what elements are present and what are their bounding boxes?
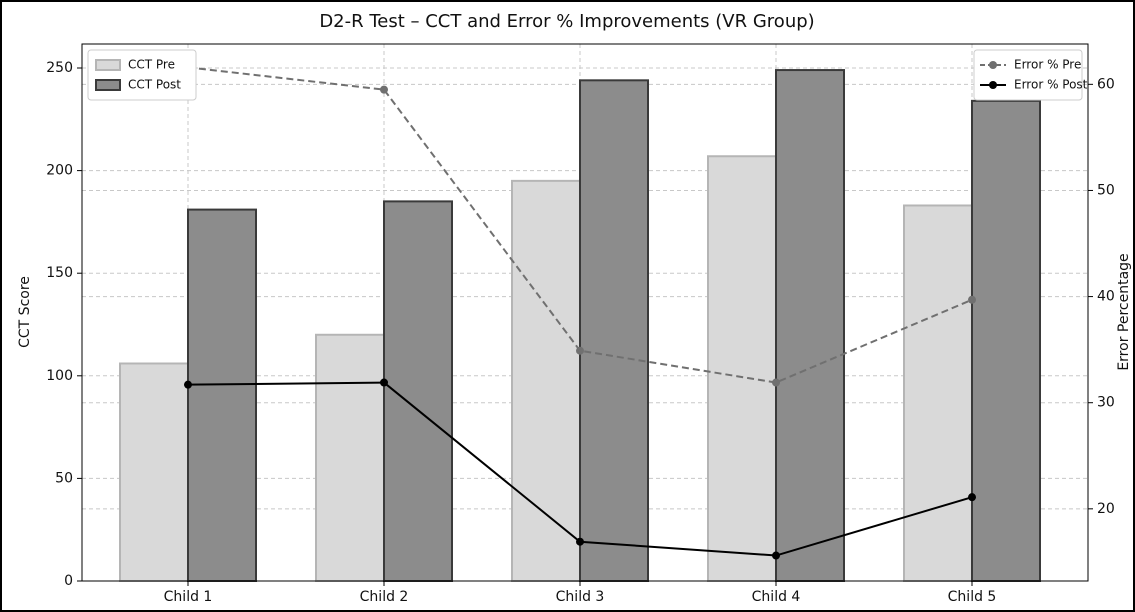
y-axis-label: CCT Score [17, 276, 33, 348]
chart-title: D2-R Test – CCT and Error % Improvements… [319, 11, 814, 32]
marker [968, 295, 976, 304]
legend-swatch [95, 79, 121, 91]
y2-tick-label: 50 [1097, 182, 1115, 198]
marker [184, 380, 192, 389]
legend-swatch [95, 59, 121, 71]
y2-axis-label: Error Percentage [1116, 253, 1132, 370]
bar [971, 99, 1041, 582]
x-tick-label: Child 2 [360, 589, 409, 605]
legend-label: CCT Post [128, 78, 181, 92]
y-tick-label: 200 [46, 163, 73, 179]
marker [380, 85, 388, 94]
marker [772, 378, 780, 387]
y2-tick-label: 20 [1097, 501, 1115, 517]
x-tick-label: Child 1 [164, 589, 213, 605]
plot-frame [81, 43, 1089, 582]
legend-marker [989, 81, 997, 89]
y2-tick-label: 60 [1097, 76, 1115, 92]
x-tick-label: Child 3 [556, 589, 605, 605]
legend: CCT Pre CCT Post [87, 49, 197, 101]
y-tick-label: 100 [46, 368, 73, 384]
legend-marker [989, 61, 997, 69]
bar [775, 69, 845, 582]
x-tick-label: Child 4 [752, 589, 801, 605]
y-tick-label: 50 [55, 470, 73, 486]
marker [576, 537, 584, 546]
bar [187, 208, 257, 582]
legend-label: Error % Pre [1014, 58, 1081, 72]
y-tick-label: 150 [46, 265, 73, 281]
y2-tick-label: 40 [1097, 289, 1115, 305]
legend-label: Error % Post [1014, 78, 1088, 92]
bar [315, 333, 385, 582]
bar [579, 79, 649, 583]
y-tick-label: 250 [46, 60, 73, 76]
bar [511, 179, 581, 582]
legend: Error % Pre Error % Post [973, 49, 1088, 101]
bar [119, 362, 189, 582]
y2-tick-label: 30 [1097, 395, 1115, 411]
legend-box [973, 49, 1083, 101]
x-tick-label: Child 5 [948, 589, 997, 605]
legend-label: CCT Pre [128, 58, 175, 72]
marker [968, 493, 976, 502]
y-tick-label: 0 [64, 573, 73, 589]
marker [380, 378, 388, 387]
marker [772, 551, 780, 560]
marker [576, 346, 584, 355]
bar [707, 155, 777, 582]
bar [903, 204, 973, 582]
